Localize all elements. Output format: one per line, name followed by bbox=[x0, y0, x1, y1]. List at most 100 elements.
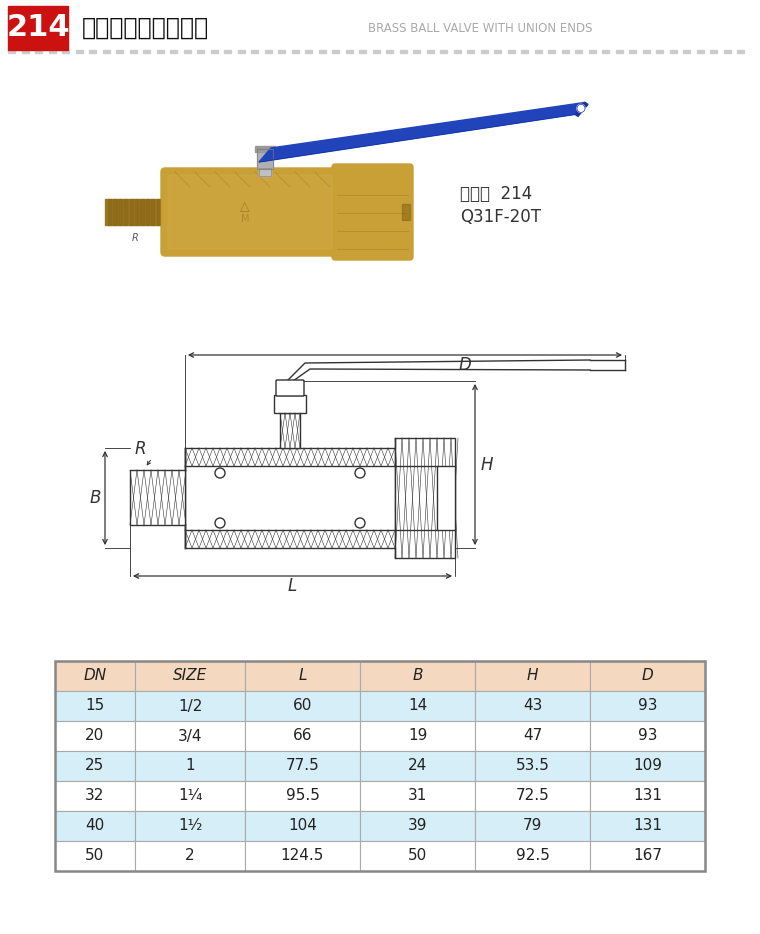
Bar bbox=[105, 199, 165, 225]
Text: 124.5: 124.5 bbox=[280, 848, 325, 864]
Bar bbox=[55, 721, 135, 751]
Bar bbox=[257, 149, 273, 169]
Bar bbox=[360, 691, 475, 721]
Bar bbox=[49, 50, 55, 53]
Bar bbox=[395, 438, 455, 558]
Bar bbox=[360, 811, 475, 841]
Polygon shape bbox=[575, 103, 588, 117]
Bar bbox=[332, 50, 339, 53]
Bar bbox=[113, 199, 116, 225]
Text: 43: 43 bbox=[523, 699, 542, 714]
Bar bbox=[135, 811, 245, 841]
Bar bbox=[55, 811, 135, 841]
Text: 31: 31 bbox=[408, 788, 427, 803]
Bar bbox=[146, 199, 149, 225]
Circle shape bbox=[577, 105, 585, 112]
Bar bbox=[245, 751, 360, 781]
Bar bbox=[440, 50, 447, 53]
Bar bbox=[575, 50, 582, 53]
Bar bbox=[157, 199, 160, 225]
Bar bbox=[683, 50, 690, 53]
Text: DN: DN bbox=[84, 669, 106, 684]
Bar bbox=[8, 6, 68, 50]
FancyBboxPatch shape bbox=[332, 164, 413, 260]
Bar bbox=[305, 50, 312, 53]
Bar bbox=[89, 50, 96, 53]
Text: 77.5: 77.5 bbox=[286, 758, 319, 773]
Bar bbox=[157, 50, 163, 53]
Bar bbox=[360, 841, 475, 871]
Bar bbox=[548, 50, 555, 53]
Text: D: D bbox=[458, 356, 471, 374]
Bar bbox=[475, 691, 590, 721]
Text: 货号：  214: 货号： 214 bbox=[460, 185, 532, 203]
Bar bbox=[237, 50, 245, 53]
Bar bbox=[590, 811, 705, 841]
Bar bbox=[141, 199, 144, 225]
Bar bbox=[534, 50, 541, 53]
Bar bbox=[590, 841, 705, 871]
Text: 109: 109 bbox=[633, 758, 662, 773]
Bar bbox=[588, 50, 596, 53]
Bar bbox=[55, 661, 135, 691]
Bar bbox=[402, 204, 410, 220]
Bar bbox=[62, 50, 69, 53]
Text: 2: 2 bbox=[185, 848, 195, 864]
Circle shape bbox=[215, 468, 225, 478]
Bar bbox=[590, 721, 705, 751]
Bar bbox=[318, 50, 325, 53]
Bar bbox=[124, 199, 128, 225]
Bar bbox=[245, 841, 360, 871]
Bar bbox=[400, 50, 407, 53]
Text: 1¹⁄₄: 1¹⁄₄ bbox=[178, 788, 202, 803]
Text: 131: 131 bbox=[633, 818, 662, 833]
FancyBboxPatch shape bbox=[168, 175, 332, 249]
Text: 50: 50 bbox=[408, 848, 427, 864]
Text: 79: 79 bbox=[523, 818, 542, 833]
Text: 53.5: 53.5 bbox=[515, 758, 549, 773]
Text: G: G bbox=[375, 474, 388, 492]
Bar bbox=[245, 781, 360, 811]
Bar bbox=[475, 721, 590, 751]
Text: M: M bbox=[241, 214, 249, 224]
Bar bbox=[130, 199, 133, 225]
Bar bbox=[475, 811, 590, 841]
Bar bbox=[359, 50, 366, 53]
Bar bbox=[508, 50, 515, 53]
Bar bbox=[116, 50, 123, 53]
Bar bbox=[143, 50, 150, 53]
Text: 92.5: 92.5 bbox=[515, 848, 549, 864]
Bar bbox=[245, 691, 360, 721]
Bar bbox=[602, 50, 609, 53]
Polygon shape bbox=[259, 103, 585, 162]
Text: 3/4: 3/4 bbox=[178, 729, 202, 743]
Text: B: B bbox=[412, 669, 423, 684]
Bar bbox=[8, 50, 15, 53]
Bar bbox=[55, 781, 135, 811]
Text: 93: 93 bbox=[638, 699, 657, 714]
Bar bbox=[360, 751, 475, 781]
Bar bbox=[21, 50, 29, 53]
Bar bbox=[467, 50, 474, 53]
Bar bbox=[135, 661, 245, 691]
Bar bbox=[257, 149, 273, 169]
Text: L: L bbox=[288, 577, 297, 595]
Bar bbox=[590, 691, 705, 721]
Circle shape bbox=[355, 468, 365, 478]
Bar bbox=[616, 50, 622, 53]
Bar bbox=[292, 50, 299, 53]
Bar bbox=[119, 199, 122, 225]
Bar bbox=[360, 661, 475, 691]
Bar bbox=[185, 448, 395, 548]
Text: 32: 32 bbox=[85, 788, 105, 803]
Bar bbox=[360, 781, 475, 811]
Bar bbox=[386, 50, 393, 53]
Text: 25: 25 bbox=[85, 758, 105, 773]
Bar bbox=[135, 691, 245, 721]
Bar bbox=[360, 721, 475, 751]
Bar bbox=[475, 841, 590, 871]
Text: 104: 104 bbox=[288, 818, 317, 833]
Text: 66: 66 bbox=[293, 729, 312, 743]
Bar bbox=[183, 50, 191, 53]
Text: H: H bbox=[527, 669, 538, 684]
